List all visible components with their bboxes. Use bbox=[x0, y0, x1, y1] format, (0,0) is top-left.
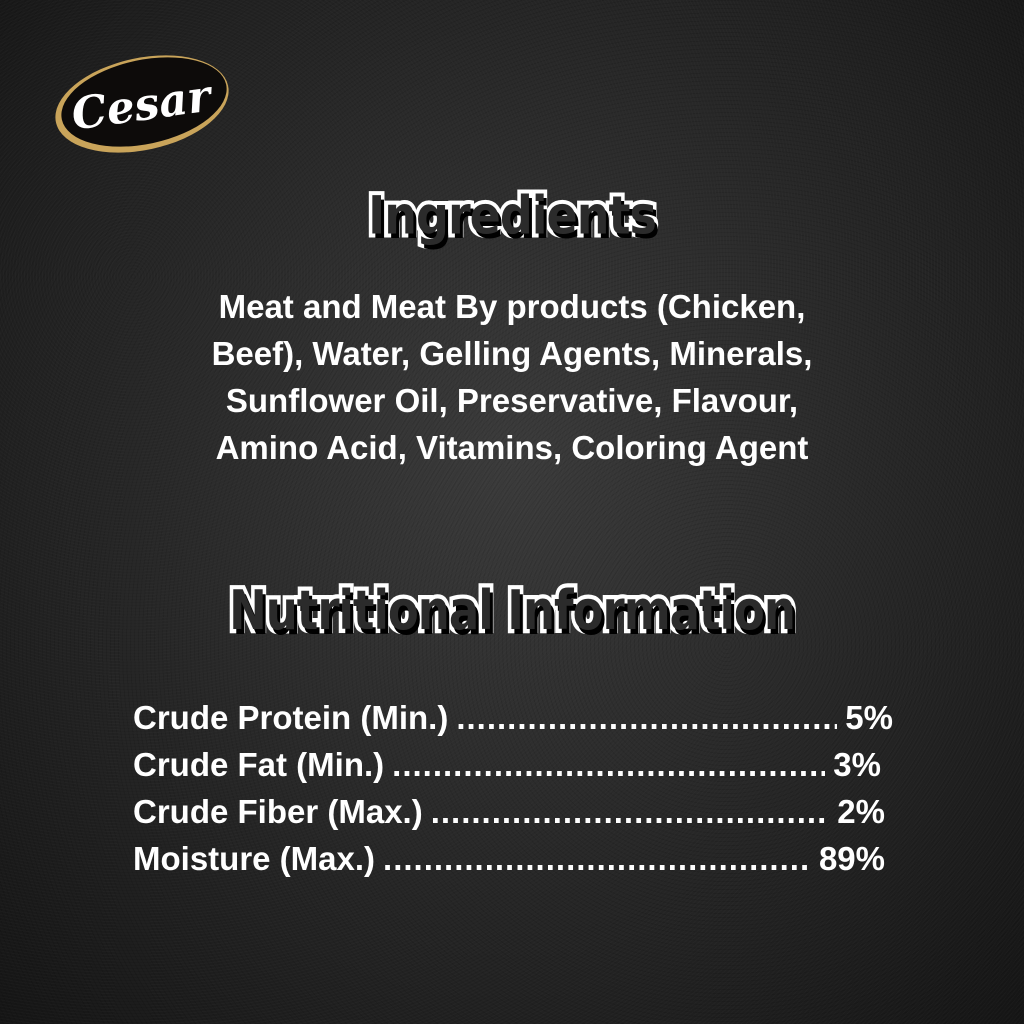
ingredients-line: Meat and Meat By products (Chicken, bbox=[218, 288, 806, 325]
nutrient-value: 3% bbox=[833, 746, 881, 783]
nutrition-table: Crude Protein (Min.) 5% Crude Fat (Min.)… bbox=[133, 694, 893, 882]
ingredients-list: Meat and Meat By products (Chicken, Beef… bbox=[0, 283, 1024, 471]
nutrient-label: Moisture (Max.) bbox=[133, 840, 376, 877]
dot-leader bbox=[383, 835, 811, 882]
nutrient-label: Crude Fat (Min.) bbox=[133, 746, 385, 783]
nutrition-row: Crude Protein (Min.) 5% bbox=[133, 694, 893, 741]
nutrition-row: Crude Fat (Min.) 3% bbox=[133, 741, 881, 788]
nutrient-value: 89% bbox=[818, 840, 885, 877]
ingredients-line: Beef), Water, Gelling Agents, Minerals, bbox=[211, 335, 813, 372]
nutrient-label: Crude Fiber (Max.) bbox=[133, 793, 423, 830]
ingredients-line: Sunflower Oil, Preservative, Flavour, bbox=[225, 382, 799, 419]
nutrient-value: 5% bbox=[845, 699, 893, 736]
dot-leader bbox=[392, 741, 825, 788]
ingredients-heading: Ingredients bbox=[365, 180, 661, 250]
nutrition-heading: Nutritional Information bbox=[226, 575, 800, 647]
dot-leader bbox=[431, 788, 830, 835]
dot-leader bbox=[456, 694, 837, 741]
nutrient-value: 2% bbox=[837, 793, 885, 830]
nutrition-row: Crude Fiber (Max.) 2% bbox=[133, 788, 885, 835]
ingredients-line: Amino Acid, Vitamins, Coloring Agent bbox=[215, 429, 809, 466]
cesar-logo: Cesar bbox=[55, 55, 229, 153]
nutrition-row: Moisture (Max.) 89% bbox=[133, 835, 885, 882]
nutrient-label: Crude Protein (Min.) bbox=[133, 699, 449, 736]
